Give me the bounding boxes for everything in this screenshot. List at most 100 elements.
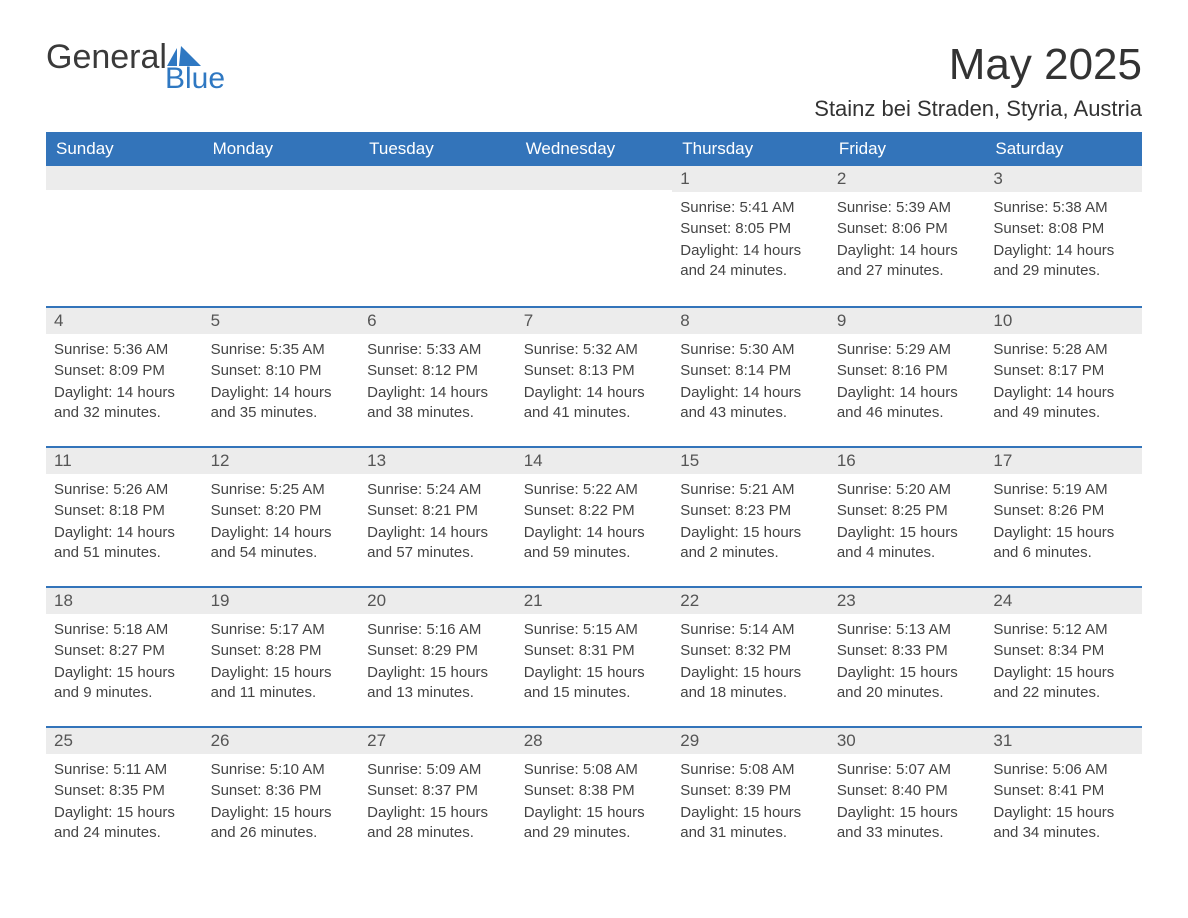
day-number: 8 — [672, 306, 829, 334]
calendar-day-cell: 19Sunrise: 5:17 AMSunset: 8:28 PMDayligh… — [203, 586, 360, 726]
sunset-text: Sunset: 8:21 PM — [367, 501, 508, 521]
sunset-text: Sunset: 8:18 PM — [54, 501, 195, 521]
sunrise-text: Sunrise: 5:19 AM — [993, 480, 1134, 500]
title-block: May 2025 Stainz bei Straden, Styria, Aus… — [814, 40, 1142, 122]
sunrise-text: Sunrise: 5:39 AM — [837, 198, 978, 218]
day-content: Sunrise: 5:08 AMSunset: 8:39 PMDaylight:… — [672, 754, 829, 848]
sunrise-text: Sunrise: 5:38 AM — [993, 198, 1134, 218]
day-content: Sunrise: 5:36 AMSunset: 8:09 PMDaylight:… — [46, 334, 203, 428]
calendar-day-cell: 5Sunrise: 5:35 AMSunset: 8:10 PMDaylight… — [203, 306, 360, 446]
daylight-text: Daylight: 15 hours and 26 minutes. — [211, 803, 352, 844]
day-content: Sunrise: 5:12 AMSunset: 8:34 PMDaylight:… — [985, 614, 1142, 708]
calendar-day-cell — [516, 166, 673, 306]
day-number: 22 — [672, 586, 829, 614]
calendar-week-row: 11Sunrise: 5:26 AMSunset: 8:18 PMDayligh… — [46, 446, 1142, 586]
daylight-text: Daylight: 15 hours and 28 minutes. — [367, 803, 508, 844]
daylight-text: Daylight: 14 hours and 35 minutes. — [211, 383, 352, 424]
sunset-text: Sunset: 8:38 PM — [524, 781, 665, 801]
sunset-text: Sunset: 8:41 PM — [993, 781, 1134, 801]
calendar-day-cell: 11Sunrise: 5:26 AMSunset: 8:18 PMDayligh… — [46, 446, 203, 586]
calendar-day-cell: 20Sunrise: 5:16 AMSunset: 8:29 PMDayligh… — [359, 586, 516, 726]
sunrise-text: Sunrise: 5:32 AM — [524, 340, 665, 360]
empty-day-header — [203, 166, 360, 190]
sunrise-text: Sunrise: 5:08 AM — [524, 760, 665, 780]
day-number: 27 — [359, 726, 516, 754]
sunrise-text: Sunrise: 5:15 AM — [524, 620, 665, 640]
sunset-text: Sunset: 8:20 PM — [211, 501, 352, 521]
daylight-text: Daylight: 14 hours and 43 minutes. — [680, 383, 821, 424]
brand-logo: General Blue — [46, 40, 267, 74]
empty-day-header — [46, 166, 203, 190]
brand-word1: General — [46, 40, 167, 74]
day-number: 30 — [829, 726, 986, 754]
daylight-text: Daylight: 15 hours and 15 minutes. — [524, 663, 665, 704]
day-content: Sunrise: 5:11 AMSunset: 8:35 PMDaylight:… — [46, 754, 203, 848]
day-content: Sunrise: 5:18 AMSunset: 8:27 PMDaylight:… — [46, 614, 203, 708]
daylight-text: Daylight: 15 hours and 11 minutes. — [211, 663, 352, 704]
calendar-table: Sunday Monday Tuesday Wednesday Thursday… — [46, 132, 1142, 866]
daylight-text: Daylight: 15 hours and 22 minutes. — [993, 663, 1134, 704]
weekday-header: Wednesday — [516, 132, 673, 166]
day-number: 14 — [516, 446, 673, 474]
sunrise-text: Sunrise: 5:06 AM — [993, 760, 1134, 780]
day-number: 15 — [672, 446, 829, 474]
day-content: Sunrise: 5:16 AMSunset: 8:29 PMDaylight:… — [359, 614, 516, 708]
weekday-header: Monday — [203, 132, 360, 166]
sunset-text: Sunset: 8:36 PM — [211, 781, 352, 801]
day-number: 7 — [516, 306, 673, 334]
daylight-text: Daylight: 14 hours and 59 minutes. — [524, 523, 665, 564]
page-header: General Blue May 2025 Stainz bei Straden… — [46, 40, 1142, 122]
daylight-text: Daylight: 15 hours and 2 minutes. — [680, 523, 821, 564]
calendar-week-row: 4Sunrise: 5:36 AMSunset: 8:09 PMDaylight… — [46, 306, 1142, 446]
day-number: 17 — [985, 446, 1142, 474]
sunrise-text: Sunrise: 5:25 AM — [211, 480, 352, 500]
sunrise-text: Sunrise: 5:20 AM — [837, 480, 978, 500]
sunset-text: Sunset: 8:22 PM — [524, 501, 665, 521]
day-content: Sunrise: 5:38 AMSunset: 8:08 PMDaylight:… — [985, 192, 1142, 286]
day-number: 19 — [203, 586, 360, 614]
daylight-text: Daylight: 15 hours and 33 minutes. — [837, 803, 978, 844]
sunset-text: Sunset: 8:16 PM — [837, 361, 978, 381]
weekday-header-row: Sunday Monday Tuesday Wednesday Thursday… — [46, 132, 1142, 166]
daylight-text: Daylight: 15 hours and 13 minutes. — [367, 663, 508, 704]
day-content: Sunrise: 5:10 AMSunset: 8:36 PMDaylight:… — [203, 754, 360, 848]
day-content: Sunrise: 5:15 AMSunset: 8:31 PMDaylight:… — [516, 614, 673, 708]
day-content: Sunrise: 5:25 AMSunset: 8:20 PMDaylight:… — [203, 474, 360, 568]
location-subtitle: Stainz bei Straden, Styria, Austria — [814, 96, 1142, 122]
sunrise-text: Sunrise: 5:30 AM — [680, 340, 821, 360]
day-content: Sunrise: 5:07 AMSunset: 8:40 PMDaylight:… — [829, 754, 986, 848]
sunset-text: Sunset: 8:27 PM — [54, 641, 195, 661]
day-content: Sunrise: 5:30 AMSunset: 8:14 PMDaylight:… — [672, 334, 829, 428]
calendar-day-cell: 30Sunrise: 5:07 AMSunset: 8:40 PMDayligh… — [829, 726, 986, 866]
day-number: 16 — [829, 446, 986, 474]
calendar-day-cell: 16Sunrise: 5:20 AMSunset: 8:25 PMDayligh… — [829, 446, 986, 586]
calendar-day-cell: 15Sunrise: 5:21 AMSunset: 8:23 PMDayligh… — [672, 446, 829, 586]
sunrise-text: Sunrise: 5:14 AM — [680, 620, 821, 640]
sunrise-text: Sunrise: 5:29 AM — [837, 340, 978, 360]
day-number: 18 — [46, 586, 203, 614]
sunset-text: Sunset: 8:08 PM — [993, 219, 1134, 239]
day-content: Sunrise: 5:41 AMSunset: 8:05 PMDaylight:… — [672, 192, 829, 286]
calendar-week-row: 18Sunrise: 5:18 AMSunset: 8:27 PMDayligh… — [46, 586, 1142, 726]
sunset-text: Sunset: 8:37 PM — [367, 781, 508, 801]
calendar-day-cell: 8Sunrise: 5:30 AMSunset: 8:14 PMDaylight… — [672, 306, 829, 446]
calendar-day-cell: 25Sunrise: 5:11 AMSunset: 8:35 PMDayligh… — [46, 726, 203, 866]
day-content: Sunrise: 5:20 AMSunset: 8:25 PMDaylight:… — [829, 474, 986, 568]
calendar-page: General Blue May 2025 Stainz bei Straden… — [0, 0, 1188, 896]
day-content: Sunrise: 5:06 AMSunset: 8:41 PMDaylight:… — [985, 754, 1142, 848]
sunrise-text: Sunrise: 5:35 AM — [211, 340, 352, 360]
calendar-day-cell: 10Sunrise: 5:28 AMSunset: 8:17 PMDayligh… — [985, 306, 1142, 446]
day-number: 29 — [672, 726, 829, 754]
weekday-header: Tuesday — [359, 132, 516, 166]
daylight-text: Daylight: 14 hours and 49 minutes. — [993, 383, 1134, 424]
day-number: 4 — [46, 306, 203, 334]
day-content: Sunrise: 5:13 AMSunset: 8:33 PMDaylight:… — [829, 614, 986, 708]
daylight-text: Daylight: 15 hours and 9 minutes. — [54, 663, 195, 704]
calendar-day-cell: 27Sunrise: 5:09 AMSunset: 8:37 PMDayligh… — [359, 726, 516, 866]
daylight-text: Daylight: 15 hours and 34 minutes. — [993, 803, 1134, 844]
day-number: 25 — [46, 726, 203, 754]
calendar-day-cell: 7Sunrise: 5:32 AMSunset: 8:13 PMDaylight… — [516, 306, 673, 446]
calendar-day-cell: 22Sunrise: 5:14 AMSunset: 8:32 PMDayligh… — [672, 586, 829, 726]
weekday-header: Thursday — [672, 132, 829, 166]
daylight-text: Daylight: 15 hours and 29 minutes. — [524, 803, 665, 844]
